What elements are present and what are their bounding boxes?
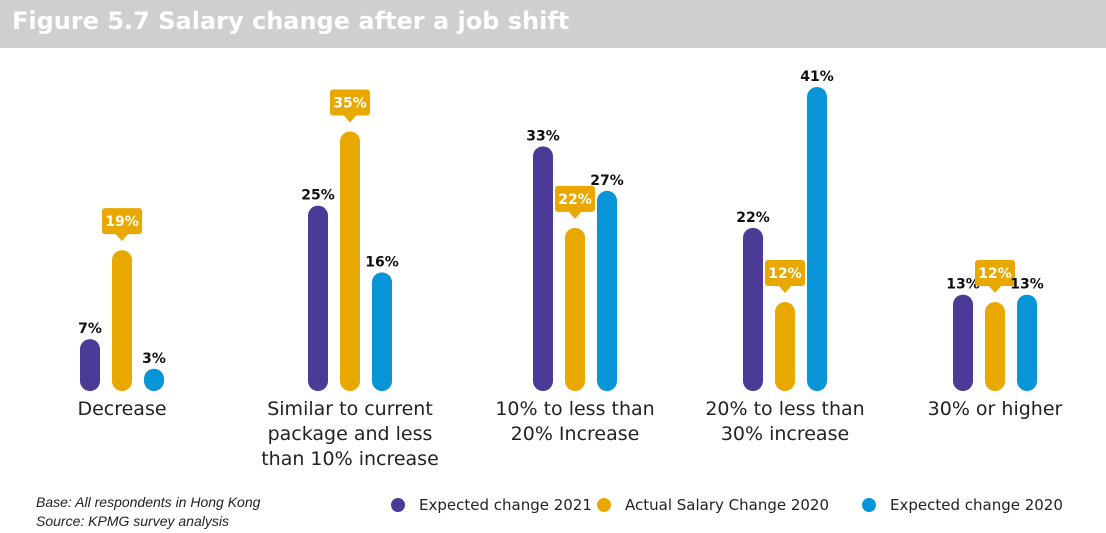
value-label-2-2: 35%	[333, 95, 367, 111]
value-label-3-1: 3%	[142, 351, 166, 367]
value-label-3-5: 13%	[1010, 277, 1044, 293]
bar-1-3	[533, 146, 553, 391]
bar-chart: 7%19%3%25%35%16%33%22%27%22%12%41%13%12%…	[78, 69, 1044, 392]
bar-2-4	[775, 302, 795, 391]
legend: Expected change 2021 Actual Salary Change…	[0, 495, 1106, 517]
category-label-4: 20% to less than 30% increase	[685, 397, 885, 447]
bar-2-1	[112, 250, 132, 391]
callout-1	[102, 208, 142, 242]
callout-5	[975, 260, 1015, 294]
value-label-2-4: 12%	[768, 266, 802, 282]
callout-2	[330, 89, 370, 123]
bar-1-5	[953, 294, 973, 391]
category-label-line: Decrease	[77, 398, 167, 420]
legend-label: Actual Salary Change 2020	[625, 496, 830, 514]
category-label-line: than 10% increase	[261, 448, 439, 470]
bar-2-3	[565, 227, 585, 391]
bar-3-5	[1017, 294, 1037, 391]
value-label-1-5: 13%	[946, 277, 980, 293]
value-label-1-4: 22%	[736, 210, 770, 226]
legend-dot-icon	[597, 498, 611, 512]
chart-title: Figure 5.7 Salary change after a job shi…	[12, 7, 570, 35]
bar-3-3	[597, 190, 617, 391]
category-label-line: 30% increase	[720, 423, 850, 445]
chart-notes: Base: All respondents in Hong Kong Sourc…	[36, 493, 260, 531]
bar-1-2	[308, 205, 328, 391]
value-label-1-2: 25%	[301, 188, 335, 204]
bar-2-5	[985, 302, 1005, 391]
value-label-1-1: 7%	[78, 321, 102, 337]
value-label-1-3: 33%	[526, 128, 560, 144]
bar-3-1	[144, 368, 164, 391]
callout-4	[765, 260, 805, 294]
bar-3-4	[807, 87, 827, 391]
bar-1-1	[80, 339, 100, 391]
bar-3-2	[372, 272, 392, 391]
legend-item-3: Expected change 2020	[862, 495, 1063, 515]
bar-1-4	[743, 227, 763, 391]
category-label-line: 20% Increase	[510, 423, 640, 445]
callout-3	[555, 185, 595, 219]
category-label-line: Similar to current	[267, 398, 433, 420]
value-label-3-2: 16%	[365, 254, 399, 270]
legend-dot-icon	[862, 498, 876, 512]
category-label-line: 20% to less than	[705, 398, 865, 420]
source-note: Source: KPMG survey analysis	[36, 513, 229, 529]
base-note: Base: All respondents in Hong Kong	[36, 494, 261, 510]
category-label-2: Similar to current package and less than 1…	[250, 397, 450, 472]
category-label-line: package and less	[267, 423, 433, 445]
legend-label: Expected change 2020	[890, 496, 1063, 514]
category-label-line: 30% or higher	[927, 398, 1063, 420]
category-label-3: 10% to less than 20% Increase	[475, 397, 675, 447]
title-bar: Figure 5.7 Salary change after a job shi…	[0, 0, 1106, 48]
legend-dot-icon	[391, 498, 405, 512]
value-label-2-1: 19%	[105, 214, 139, 230]
value-label-3-4: 41%	[800, 69, 834, 85]
category-label-1: Decrease	[22, 397, 222, 422]
legend-label: Expected change 2021	[419, 496, 592, 514]
value-label-3-3: 27%	[590, 173, 624, 189]
category-label-5: 30% or higher	[895, 397, 1095, 422]
legend-item-2: Actual Salary Change 2020	[597, 495, 829, 515]
value-label-2-3: 22%	[558, 192, 592, 208]
value-label-2-5: 12%	[978, 266, 1012, 282]
bar-2-2	[340, 131, 360, 392]
category-label-line: 10% to less than	[495, 398, 655, 420]
legend-item-1: Expected change 2021	[391, 495, 592, 515]
